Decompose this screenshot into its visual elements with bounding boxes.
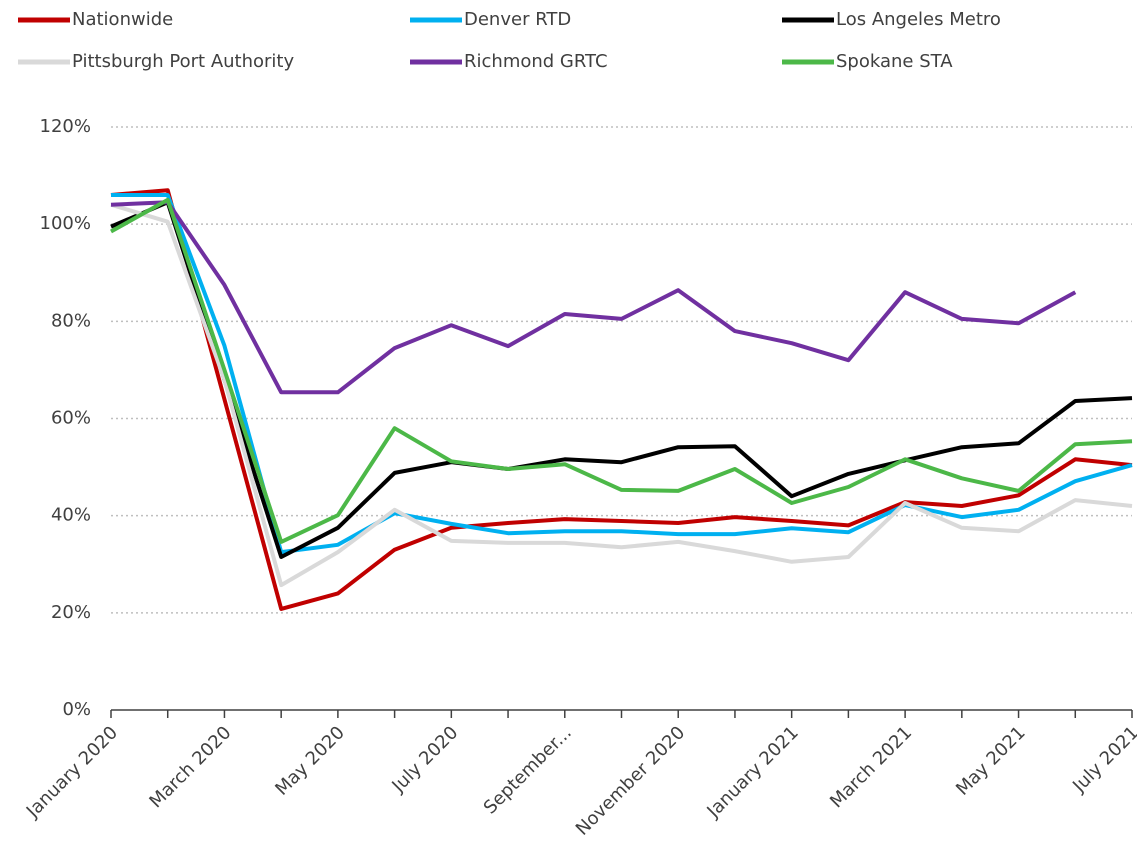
legend-label: Pittsburgh Port Authority	[72, 51, 294, 72]
legend-label: Spokane STA	[836, 51, 953, 72]
y-tick-label: 120%	[40, 116, 91, 137]
x-tick-label: January 2020	[22, 722, 122, 822]
x-tick-label: July 2021	[1068, 722, 1137, 797]
x-tick-label: March 2020	[145, 722, 235, 812]
x-tick-label: November 2020	[572, 722, 690, 840]
y-tick-label: 0%	[62, 699, 91, 720]
x-tick-label: January 2021	[702, 722, 802, 822]
series-line	[110, 188, 1133, 611]
x-tick-label: July 2020	[388, 722, 463, 797]
legend-label: Nationwide	[72, 9, 173, 30]
y-tick-label: 40%	[51, 505, 91, 526]
series-line	[110, 202, 1133, 588]
legend-label: Richmond GRTC	[464, 51, 608, 72]
x-tick-label: May 2021	[952, 722, 1030, 800]
y-tick-label: 20%	[51, 602, 91, 623]
series-line	[110, 200, 1133, 559]
legend-label: Denver RTD	[464, 9, 571, 30]
y-tick-label: 60%	[51, 408, 91, 429]
legend-label: Los Angeles Metro	[836, 9, 1001, 30]
x-tick-label: September...	[480, 722, 576, 818]
series-line	[110, 200, 1077, 395]
series-line	[110, 197, 1133, 544]
x-tick-label: March 2021	[826, 722, 916, 812]
y-tick-label: 80%	[51, 310, 91, 331]
y-tick-label: 100%	[40, 213, 91, 234]
x-tick-label: May 2020	[271, 722, 349, 800]
